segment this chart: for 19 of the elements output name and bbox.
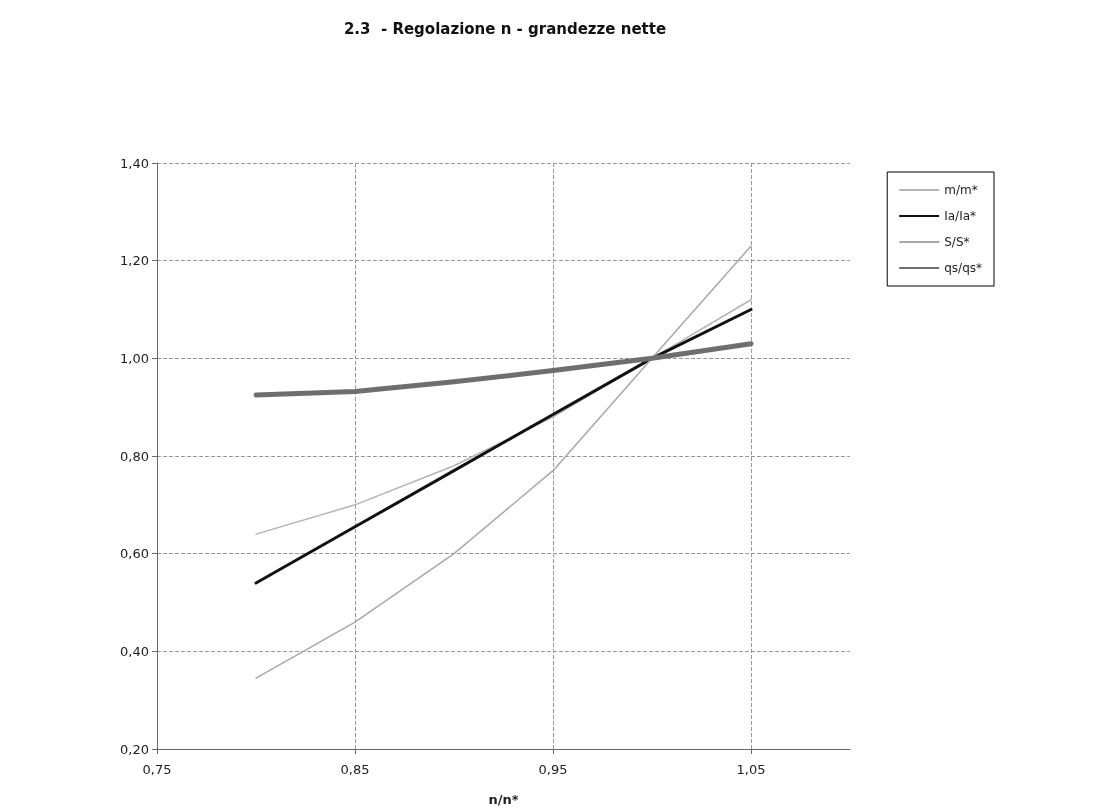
- y-tick-label: 0,60: [120, 546, 149, 562]
- legend-label: m/m*: [944, 183, 978, 197]
- x-tick-label: 0,95: [538, 762, 568, 777]
- y-tick-label: 0,20: [120, 741, 149, 757]
- legend-label: Ia/Ia*: [944, 209, 977, 223]
- y-tick-label: 1,00: [120, 350, 149, 366]
- chart-title: 2.3 - Regolazione n - grandezze nette: [343, 19, 667, 38]
- x-axis-title: n/n*: [488, 792, 519, 807]
- x-tick-label: 0,75: [142, 762, 172, 777]
- y-tick-label: 1,40: [120, 155, 149, 171]
- line-series: [254, 308, 753, 585]
- legend-label: qs/qs*: [944, 261, 982, 275]
- x-tick-label: 1,05: [736, 762, 766, 777]
- line-series: [255, 245, 752, 679]
- y-tick-label: 0,40: [120, 643, 149, 659]
- y-tick-label: 1,20: [120, 253, 149, 269]
- y-tick-label: 0,80: [120, 448, 149, 464]
- x-tick-label: 0,85: [340, 762, 370, 777]
- legend-label: S/S*: [944, 235, 970, 249]
